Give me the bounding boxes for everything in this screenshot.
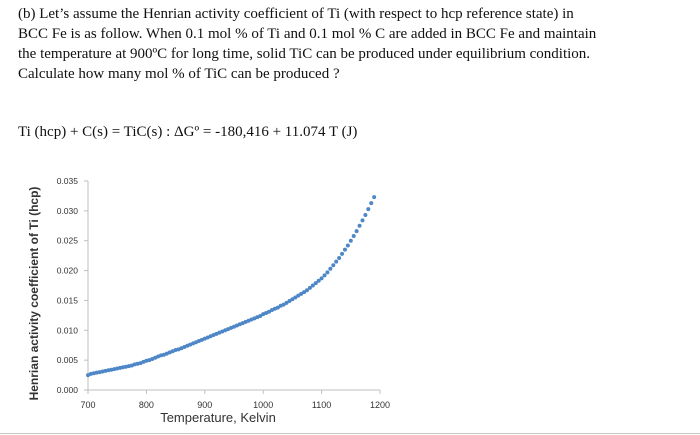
data-point (325, 270, 330, 275)
data-point (366, 207, 371, 212)
data-point (357, 223, 362, 228)
data-point (342, 247, 347, 252)
data-point (302, 290, 307, 295)
problem-line: BCC Fe is as follow. When 0.1 mol % of T… (18, 26, 597, 42)
data-point (354, 229, 359, 234)
data-point (281, 302, 286, 307)
data-point (337, 256, 342, 261)
data-point (310, 283, 315, 288)
data-point (369, 201, 374, 206)
data-point (275, 305, 280, 310)
divider (0, 433, 700, 434)
data-point (348, 238, 353, 243)
data-point (313, 281, 318, 286)
data-point (322, 273, 327, 278)
data-point (284, 300, 289, 305)
y-tick-label: 0.005 (57, 355, 79, 365)
data-point (351, 233, 356, 238)
activity-coefficient-chart: Henrian activity coefficient of Ti (hcp)… (27, 176, 390, 425)
problem-line: the temperature at 900ºC for long time, … (18, 46, 591, 62)
y-tick-label: 0.025 (57, 236, 79, 246)
y-axis-label: Henrian activity coefficient of Ti (hcp) (27, 187, 41, 401)
data-point (331, 263, 336, 268)
data-point (296, 293, 301, 298)
y-tick-label: 0.000 (57, 385, 79, 395)
data-point (328, 266, 333, 271)
data-points (86, 195, 377, 378)
y-tick-label: 0.020 (57, 266, 79, 276)
problem-line: Calculate how many mol % of TiC can be p… (18, 66, 340, 82)
data-point (360, 218, 365, 223)
y-tick-label: 0.015 (57, 295, 79, 305)
y-tick-label: 0.035 (57, 176, 79, 186)
data-point (293, 295, 298, 300)
data-point (299, 291, 304, 296)
data-point (372, 195, 377, 200)
data-point (345, 243, 350, 248)
x-axis-label: Temperature, Kelvin (160, 410, 276, 425)
x-tick-label: 1200 (370, 400, 390, 410)
data-point (305, 288, 309, 293)
data-point (316, 278, 321, 283)
reaction-equation: Ti (hcp) + C(s) = TiC(s) : ΔGº = -180,41… (18, 124, 358, 140)
data-point (258, 313, 263, 318)
problem-line: (b) Let’s assume the Henrian activity co… (18, 6, 574, 22)
axes: 0.000 0.005 0.010 0.015 0.020 0.025 0.030 0.035… (57, 176, 390, 410)
data-point (319, 276, 324, 281)
x-tick-label: 1100 (312, 400, 331, 410)
data-point (287, 299, 292, 304)
x-tick-label: 1000 (253, 400, 273, 410)
x-tick-label: 900 (197, 400, 212, 410)
y-tick-label: 0.010 (57, 325, 79, 335)
data-point (334, 259, 339, 264)
problem-statement: (b) Let’s assume the Henrian activity co… (18, 4, 686, 84)
data-point (267, 309, 272, 314)
y-tick-label: 0.030 (57, 206, 79, 216)
data-point (340, 251, 345, 256)
data-point (307, 285, 312, 290)
data-point (363, 213, 368, 218)
x-tick-label: 700 (80, 400, 95, 410)
x-tick-label: 800 (139, 400, 154, 410)
data-point (290, 297, 295, 302)
